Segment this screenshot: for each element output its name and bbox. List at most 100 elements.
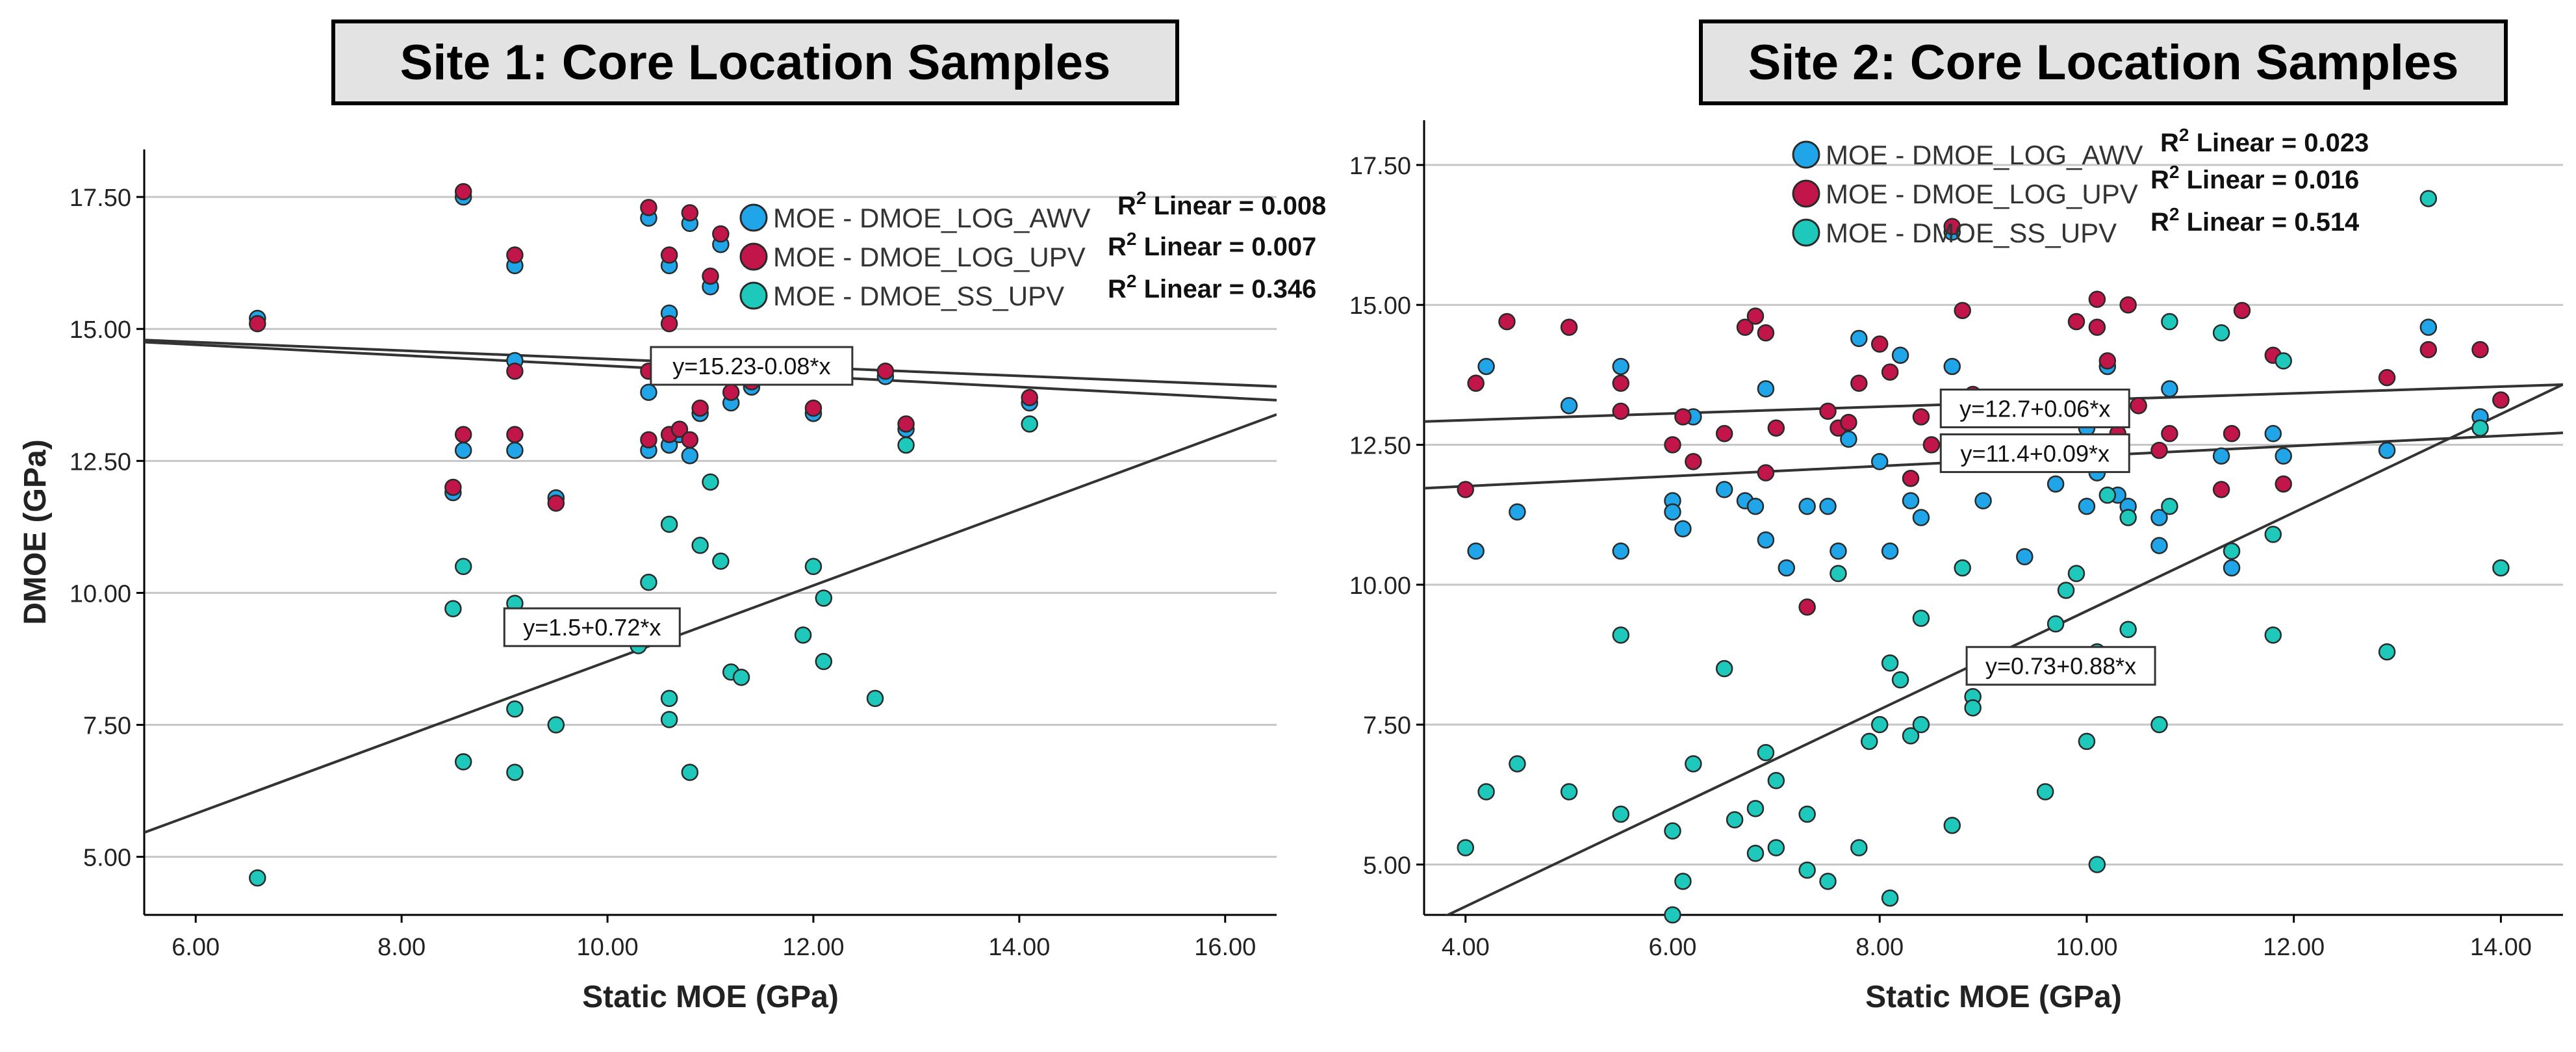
legend-label: MOE - DMOE_SS_UPV [1826,218,2117,248]
r-squared-label: R2 Linear = 0.007 [1108,229,1316,261]
data-point [1757,324,1775,342]
data-point [1685,453,1702,470]
data-point [702,267,719,285]
y-tick-label: 12.50 [1349,433,1411,460]
data-point [2098,486,2117,504]
data-point [1746,498,1765,515]
data-point [1850,839,1868,856]
data-point [1467,542,1485,560]
data-point [1840,430,1857,448]
scatter-plot-site-1: 5.00 7.50 10.00 12.50 15.00 17.50 6.00 8.00 10.0… [18,149,1326,1014]
y-tick-label: 10.00 [70,580,131,608]
data-point [1840,413,1857,431]
data-point [454,753,472,771]
data-point [1498,313,1516,331]
fit-equation-box [503,607,681,647]
data-point [1943,816,1961,834]
data-point [1726,811,1744,828]
data-point [2492,559,2510,577]
data-point [1746,307,1765,325]
r-squared-labels: R2 Linear = 0.023 R2 Linear = 0.016 R2 Lin… [2150,125,2369,237]
data-point [1891,671,1909,689]
data-point [1870,335,1889,353]
data-point [1881,542,1899,560]
data-point [1477,357,1495,376]
x-tick-label: 8.00 [1855,934,1904,961]
data-point [1912,609,1930,627]
data-point [1902,492,1920,509]
r-squared-labels: R2 Linear = 0.008 R2 Linear = 0.007 R2 Lin… [1108,188,1326,303]
data-point [2150,509,2168,526]
data-point [1870,453,1889,470]
data-point [1560,783,1578,801]
data-point [640,431,657,449]
x-tick-label: 12.00 [2263,934,2325,961]
data-point [1715,481,1733,498]
data-point [1798,598,1816,616]
y-tick-label: 10.00 [1349,572,1411,600]
data-point [660,689,678,708]
data-point [804,558,823,576]
data-point [1881,889,1899,907]
data-point [547,494,565,512]
series-3-points [1457,190,2510,924]
data-point [506,362,524,380]
data-point [1850,329,1868,348]
data-point [1881,654,1899,672]
data-point [1664,822,1681,840]
x-tick-label: 12.00 [782,934,844,961]
data-point [1922,436,1941,454]
data-point [681,431,699,449]
data-point [1612,805,1630,823]
fit-equation-labels: y=12.7+0.06*x y=11.4+0.09*x y=0.73+0.88*x [1939,389,2156,686]
data-point [866,689,884,708]
data-point [1612,626,1630,644]
data-point [1767,772,1785,789]
data-point [1767,419,1785,437]
data-point [2016,548,2034,566]
data-point [1954,559,1971,577]
fit-equation-box [650,346,854,386]
y-tick-labels: 5.00 7.50 10.00 12.50 15.00 17.50 [70,185,144,872]
data-point [1798,861,1816,879]
data-point [1612,542,1630,560]
data-point [1509,755,1526,773]
data-point [2223,425,2241,443]
fit-lines [144,339,1277,834]
data-point [1746,800,1765,817]
data-point [640,573,657,591]
data-point [1715,425,1733,443]
data-point [2119,621,2137,639]
data-point [1798,805,1816,823]
r-squared-label: R2 Linear = 0.023 [2160,125,2369,157]
data-point [1746,845,1765,862]
data-point [1560,396,1578,415]
data-point [2275,352,2292,370]
x-tick-label: 10.00 [2056,934,2117,961]
legend-label: MOE - DMOE_LOG_UPV [1826,179,2138,209]
data-point [506,763,524,781]
data-point [702,473,719,491]
x-tick-label: 16.00 [1194,934,1256,961]
data-point [2492,391,2510,409]
data-point [2212,324,2230,342]
data-point [2119,296,2137,314]
data-point [1974,492,1992,509]
data-point [2212,481,2230,498]
legend-label: MOE - DMOE_LOG_AWV [1826,140,2143,170]
legend-label: MOE - DMOE_LOG_AWV [773,203,1091,233]
data-point [2161,313,2178,331]
data-point [660,711,678,728]
data-point [2036,783,2054,801]
data-point [1467,374,1485,392]
data-point [2161,498,2178,515]
legend: MOE - DMOE_LOG_AWV MOE - DMOE_LOG_UPV MOE … [739,203,1091,311]
x-tick-label: 6.00 [172,934,220,961]
data-point [1819,402,1837,420]
data-point [1674,408,1692,426]
y-tick-labels: 5.00 7.50 10.00 12.50 15.00 17.50 [1349,153,1424,879]
data-point [722,383,740,401]
data-point [691,399,709,417]
legend-label: MOE - DMOE_SS_UPV [773,281,1064,311]
data-point [1943,357,1961,376]
